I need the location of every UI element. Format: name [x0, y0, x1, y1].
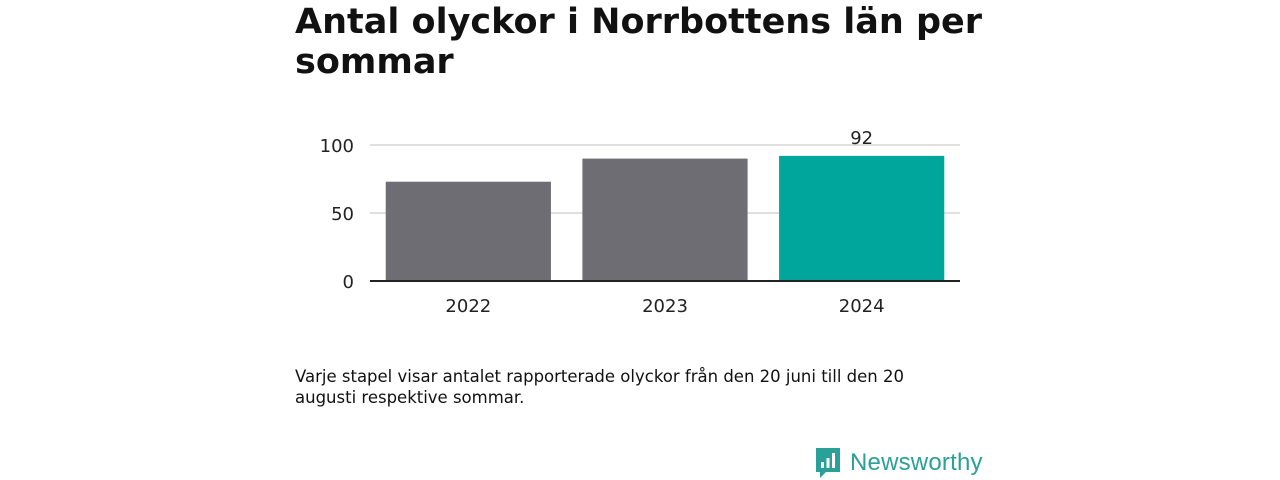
x-tick-labels: 2022 2023 2024 — [445, 296, 884, 317]
bar-chart: 0 50 100 92 2022 2023 2024 — [320, 128, 960, 317]
x-tick-label: 2024 — [839, 296, 885, 317]
data-labels: 92 — [850, 128, 873, 149]
newsworthy-logo-icon — [816, 448, 840, 478]
x-tick-label: 2023 — [642, 296, 688, 317]
y-tick-label: 50 — [331, 204, 354, 225]
x-tick-label: 2022 — [445, 296, 491, 317]
y-tick-label: 0 — [343, 272, 354, 293]
brand-name: Newsworthy — [850, 449, 983, 476]
bar-2024 — [779, 155, 945, 281]
chart-caption: Varje stapel visar antalet rapporterade … — [295, 367, 905, 407]
bar-2022 — [385, 181, 551, 281]
bar-2023 — [582, 158, 748, 281]
y-tick-label: 100 — [320, 136, 354, 157]
data-label: 92 — [850, 128, 873, 149]
chart-title: Antal olyckor i Norrbottens län per somm… — [295, 2, 983, 82]
y-tick-labels: 0 50 100 — [320, 136, 354, 293]
bars — [385, 155, 945, 281]
brand: Newsworthy — [814, 446, 983, 480]
